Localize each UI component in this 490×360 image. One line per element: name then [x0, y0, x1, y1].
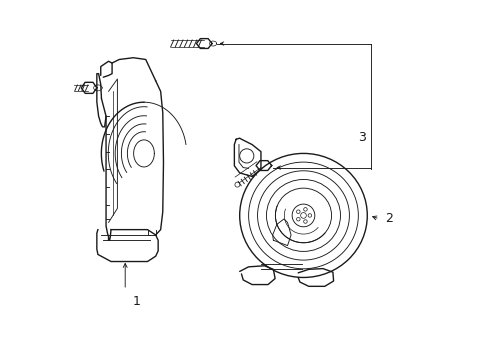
Text: 3: 3	[358, 131, 367, 144]
Text: 1: 1	[133, 295, 141, 308]
Text: 2: 2	[385, 212, 393, 225]
